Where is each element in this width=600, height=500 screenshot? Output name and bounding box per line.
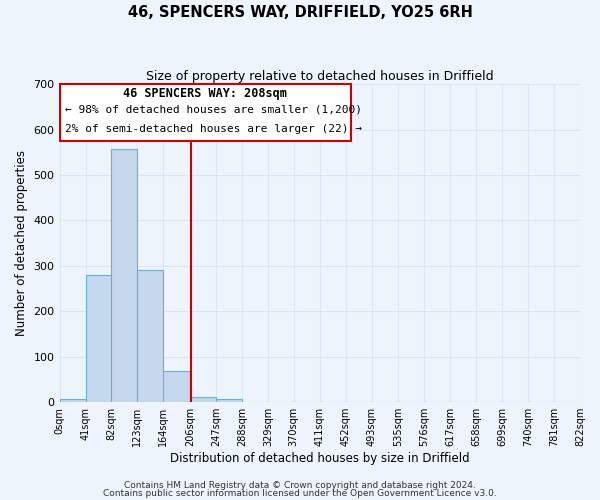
Text: 46 SPENCERS WAY: 208sqm: 46 SPENCERS WAY: 208sqm — [124, 88, 287, 101]
Bar — [59, 399, 86, 402]
Bar — [137, 270, 163, 402]
Text: ← 98% of detached houses are smaller (1,200): ← 98% of detached houses are smaller (1,… — [65, 105, 362, 115]
Bar — [190, 397, 216, 402]
Text: 2% of semi-detached houses are larger (22) →: 2% of semi-detached houses are larger (2… — [65, 124, 362, 134]
Text: Contains public sector information licensed under the Open Government Licence v3: Contains public sector information licen… — [103, 489, 497, 498]
Bar — [112, 148, 137, 402]
Text: Contains HM Land Registry data © Crown copyright and database right 2024.: Contains HM Land Registry data © Crown c… — [124, 480, 476, 490]
Bar — [163, 372, 190, 402]
Text: 46, SPENCERS WAY, DRIFFIELD, YO25 6RH: 46, SPENCERS WAY, DRIFFIELD, YO25 6RH — [128, 5, 472, 20]
X-axis label: Distribution of detached houses by size in Driffield: Distribution of detached houses by size … — [170, 452, 470, 465]
FancyBboxPatch shape — [59, 84, 351, 141]
Title: Size of property relative to detached houses in Driffield: Size of property relative to detached ho… — [146, 70, 494, 83]
Bar — [216, 398, 242, 402]
Y-axis label: Number of detached properties: Number of detached properties — [15, 150, 28, 336]
Bar — [86, 274, 112, 402]
